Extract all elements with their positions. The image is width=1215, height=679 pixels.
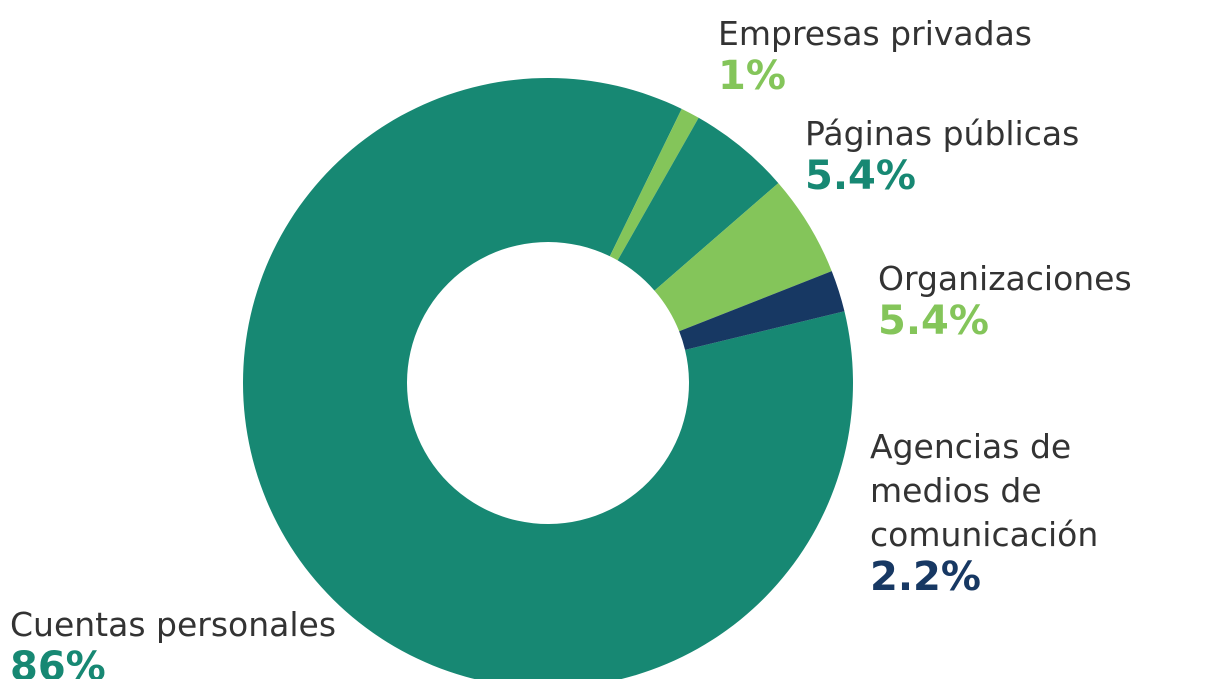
slice — [609, 108, 699, 261]
value-label: 5.4% — [878, 298, 989, 344]
slice-label: Agencias de medios de comunicación 2.2% — [870, 425, 1200, 597]
category-label: Páginas públicas — [805, 114, 1080, 153]
category-label: Agencias de medios de comunicación — [870, 427, 1099, 554]
slice-label: Cuentas personales 86% — [10, 603, 410, 679]
slice-label: Organizaciones 5.4% — [878, 257, 1215, 341]
category-label: Cuentas personales — [10, 605, 337, 644]
value-label: 86% — [10, 644, 106, 679]
slice-label: Páginas públicas 5.4% — [805, 112, 1205, 196]
category-label: Empresas privadas — [718, 14, 1032, 53]
slice — [654, 183, 832, 332]
value-label: 1% — [718, 53, 786, 99]
slice-label: Empresas privadas 1% — [718, 12, 1118, 96]
slice — [679, 271, 845, 350]
slice — [617, 117, 779, 291]
value-label: 5.4% — [805, 153, 916, 199]
slice — [243, 78, 853, 679]
value-label: 2.2% — [870, 554, 981, 600]
category-label: Organizaciones — [878, 259, 1132, 298]
